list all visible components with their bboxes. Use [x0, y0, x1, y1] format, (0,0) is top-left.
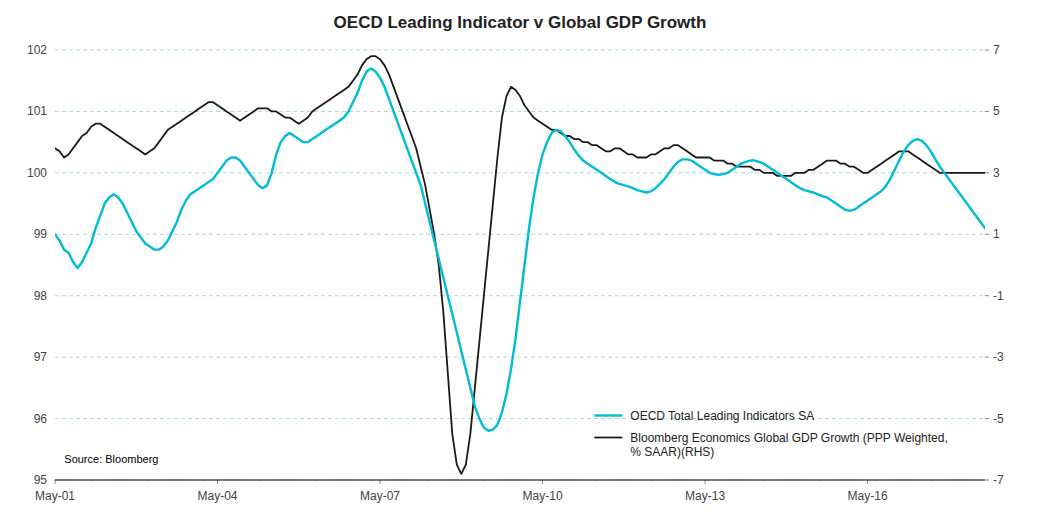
legend-item: OECD Total Leading Indicators SA: [594, 409, 814, 423]
legend-label: OECD Total Leading Indicators SA: [630, 409, 814, 423]
grid: [55, 50, 985, 480]
y2-tick: [985, 50, 989, 51]
y-tick-label: 96: [34, 412, 48, 426]
y2-tick: [985, 357, 989, 358]
y2-tick: [985, 172, 989, 173]
title: OECD Leading Indicator v Global GDP Grow…: [334, 13, 707, 32]
y2-tick: [985, 234, 989, 235]
y2-tick-label: 7: [993, 43, 1000, 57]
y2-tick: [985, 418, 989, 419]
chart: OECD Leading Indicator v Global GDP Grow…: [0, 0, 1040, 520]
y-tick-label: 98: [34, 289, 48, 303]
y-tick-label: 102: [27, 43, 47, 57]
x-tick-label: May-07: [360, 489, 400, 503]
legend: OECD Total Leading Indicators SA Bloomber…: [594, 409, 947, 459]
x-tick-label: May-04: [198, 489, 238, 503]
x-tick-label: May-01: [35, 489, 75, 503]
y2-tick-label: 1: [993, 227, 1000, 241]
series-line: [55, 68, 985, 430]
y2-tick: [985, 111, 989, 112]
y2-tick-label: -3: [993, 350, 1004, 364]
lines: [55, 56, 985, 474]
y-tick-label: 97: [34, 350, 48, 364]
legend-label: Bloomberg Economics Global GDP Growth (P…: [630, 431, 947, 459]
x-tick-label: May-16: [848, 489, 888, 503]
y-tick-label: 99: [34, 227, 48, 241]
legend-item: Bloomberg Economics Global GDP Growth (P…: [594, 431, 947, 459]
y2-tick-label: -7: [993, 473, 1004, 487]
grid-line: [55, 234, 985, 235]
y2-tick-label: -5: [993, 412, 1004, 426]
y2-tick-label: 5: [993, 104, 1000, 118]
y-tick-label: 101: [27, 104, 47, 118]
y-tick-label: 95: [34, 473, 48, 487]
x-tick-label: May-10: [523, 489, 563, 503]
grid-line: [55, 480, 985, 481]
x-tick-label: May-13: [685, 489, 725, 503]
y-tick-label: 100: [27, 166, 47, 180]
series-line: [55, 56, 985, 474]
y2-tick-label: 3: [993, 166, 1000, 180]
x-axis-line: [55, 479, 985, 480]
legend-swatch: [594, 414, 622, 416]
annotation: Source: Bloomberg: [64, 453, 158, 465]
grid-line: [55, 418, 985, 419]
legend-swatch: [594, 437, 622, 439]
grid-line: [55, 50, 985, 51]
y2-tick: [985, 295, 989, 296]
grid-line: [55, 357, 985, 358]
grid-line: [55, 172, 985, 173]
y2-tick-label: -1: [993, 289, 1004, 303]
y2-tick: [985, 480, 989, 481]
